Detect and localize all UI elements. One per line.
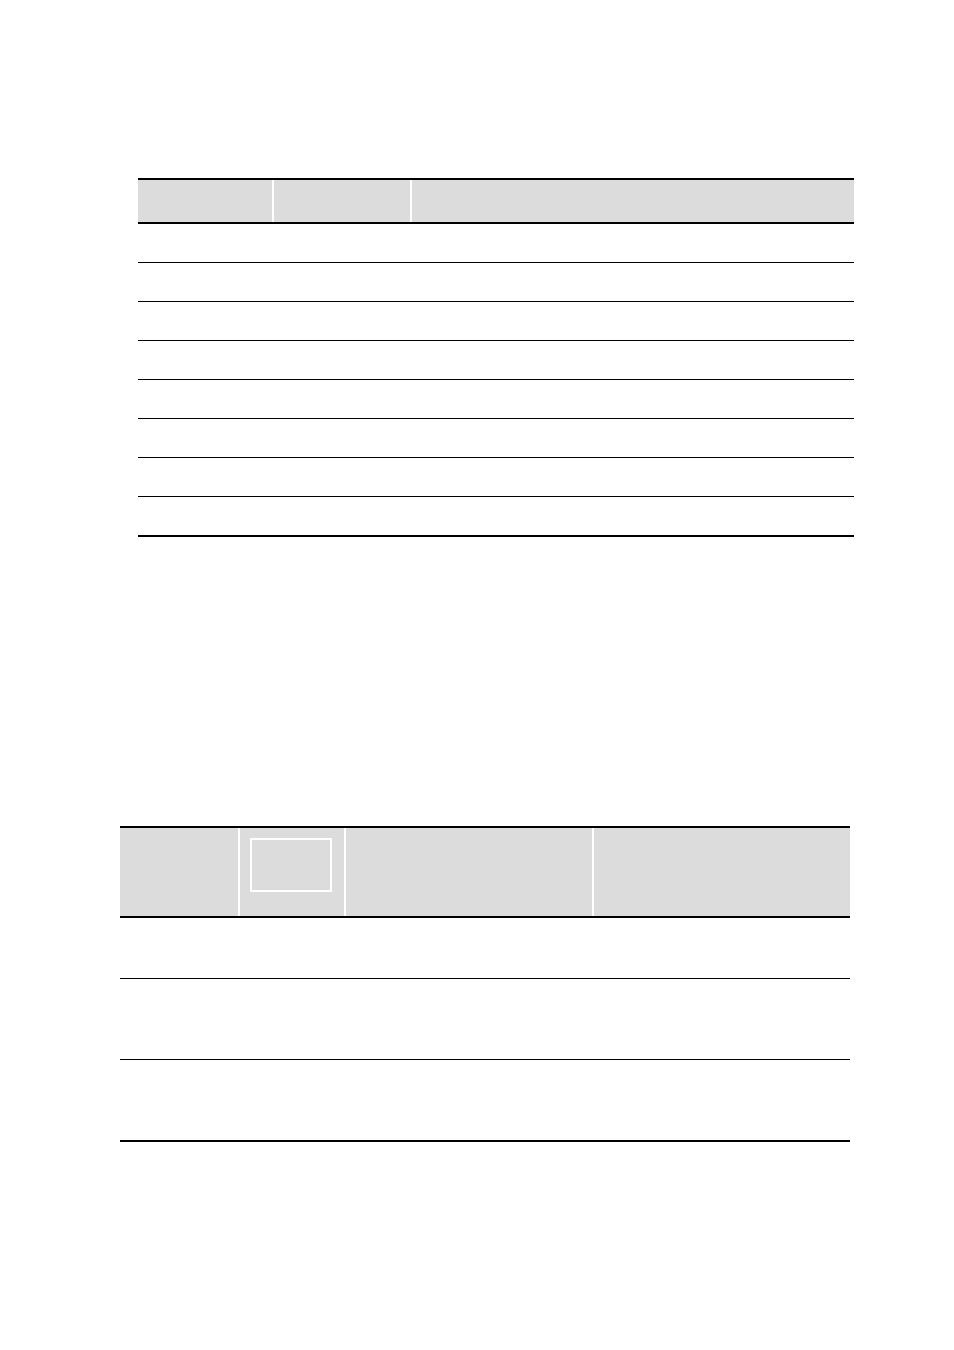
table-a-cell: [138, 224, 274, 262]
table-a-cell: [274, 302, 412, 340]
table-b-header-sep3: [592, 828, 594, 916]
table-a-cell: [412, 458, 854, 496]
table-b-cell: [240, 918, 348, 978]
table-b-cell: [348, 1060, 598, 1140]
table-b-cell: [120, 1060, 240, 1140]
table-a-row: [138, 301, 854, 340]
table-a-cell: [274, 341, 412, 379]
table-b-header-inset-box: [250, 838, 332, 892]
table-b-row: [120, 978, 850, 1059]
table-a-cell: [274, 497, 412, 535]
table-a-header-col3: [412, 180, 854, 222]
table-a-cell: [138, 458, 274, 496]
table-a-row: [138, 224, 854, 262]
table-b-cell: [348, 979, 598, 1059]
table-b-cell: [598, 918, 850, 978]
table-a-body: [138, 224, 854, 535]
table-a-cell: [274, 263, 412, 301]
table-a-cell: [412, 224, 854, 262]
table-b-cell: [120, 979, 240, 1059]
table-b: [120, 826, 850, 1142]
table-a-header-col1: [138, 180, 274, 222]
document-page: [0, 0, 954, 1350]
table-a: [138, 178, 854, 537]
table-a-cell: [138, 341, 274, 379]
table-a-cell: [274, 224, 412, 262]
table-a-cell: [412, 263, 854, 301]
table-b-row: [120, 918, 850, 978]
table-b-cell: [240, 979, 348, 1059]
table-a-cell: [138, 302, 274, 340]
table-a-cell: [138, 419, 274, 457]
table-a-header-row: [138, 180, 854, 224]
table-b-cell: [598, 979, 850, 1059]
table-a-cell: [138, 497, 274, 535]
table-a-row: [138, 262, 854, 301]
table-b-header-sep1: [238, 828, 240, 916]
table-a-cell: [138, 263, 274, 301]
table-a-cell: [412, 497, 854, 535]
table-b-row: [120, 1059, 850, 1140]
table-b-cell: [598, 1060, 850, 1140]
table-a-row: [138, 379, 854, 418]
table-a-row: [138, 496, 854, 535]
table-a-row: [138, 418, 854, 457]
table-a-cell: [412, 419, 854, 457]
table-a-cell: [274, 380, 412, 418]
table-a-cell: [412, 380, 854, 418]
table-a-row: [138, 457, 854, 496]
table-b-body: [120, 918, 850, 1140]
table-b-cell: [240, 1060, 348, 1140]
table-a-header-col2: [274, 180, 412, 222]
table-a-cell: [274, 419, 412, 457]
table-a-cell: [412, 302, 854, 340]
table-a-row: [138, 340, 854, 379]
table-b-cell: [120, 918, 240, 978]
table-b-header-row: [120, 828, 850, 918]
table-b-header-sep2: [344, 828, 346, 916]
table-a-cell: [412, 341, 854, 379]
table-a-cell: [274, 458, 412, 496]
table-b-cell: [348, 918, 598, 978]
table-a-cell: [138, 380, 274, 418]
